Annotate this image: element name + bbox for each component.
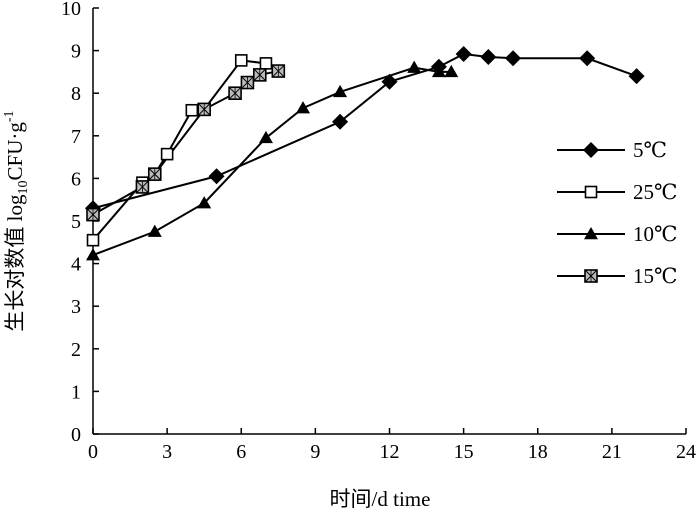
data-point [271,64,286,78]
x-tick-label: 12 [380,441,400,463]
data-point [579,50,596,67]
series-line-3 [92,70,279,216]
series-markers [85,46,645,261]
legend-label: 15℃ [633,264,678,288]
data-point [86,233,100,247]
legend-item: 25℃ [557,180,678,204]
data-point [86,248,100,261]
x-tick-label: 15 [454,441,474,463]
legend-marker [584,227,598,240]
data-point [147,167,162,181]
x-tick-label: 6 [236,441,246,463]
data-point [333,84,348,98]
data-point [197,196,212,209]
data-point [208,168,225,185]
x-tick-label: 24 [676,441,696,463]
y-tick-label: 4 [71,254,81,276]
series-line-2 [92,66,452,257]
x-tick-label: 9 [310,441,320,463]
data-point [86,207,100,222]
y-axis-title: 生长对数值 log10CFU·g-1 [2,110,31,331]
data-point [228,86,242,100]
data-point [252,68,267,82]
y-tick-label: 6 [71,168,81,190]
y-tick-label: 9 [71,41,81,63]
legend-label: 25℃ [633,180,678,204]
data-point [628,68,645,85]
y-tick-label: 5 [71,211,81,233]
x-axis-title: 时间/d time [330,487,431,511]
y-tick-label: 1 [71,381,81,403]
x-tick-label: 3 [162,441,172,463]
data-point [431,64,446,78]
series-lines [92,52,637,257]
legend-item: 5℃ [557,138,667,162]
data-point [444,64,459,78]
data-point [296,101,311,114]
x-tick-label: 0 [88,441,98,463]
legend-marker [584,185,598,199]
data-point [234,54,248,67]
data-point [185,103,199,117]
x-tick-label: 18 [528,441,548,463]
data-point [258,130,273,144]
y-axis-title-subscript: 10 [16,180,31,194]
data-point [480,48,497,65]
series-line-0 [92,52,637,210]
y-axis-title-superscript: -1 [2,110,17,122]
data-point [332,113,349,130]
legend-marker [583,142,599,158]
y-tick-label: 2 [71,339,81,361]
data-point [505,50,522,67]
legend-label: 5℃ [633,138,667,162]
x-tick-label: 21 [602,441,622,463]
y-tick-label: 7 [71,126,81,148]
y-tick-label: 10 [61,0,81,20]
y-tick-label: 0 [71,424,81,446]
data-point [240,75,255,90]
data-point [407,60,422,73]
data-point [160,147,174,161]
legend-label: 10℃ [633,222,678,246]
y-axis-title-prefix: 生长对数值 log [3,194,27,332]
y-tick-label: 8 [71,83,81,105]
data-point [197,102,211,117]
y-tick-label: 3 [71,296,81,318]
legend-marker [584,269,598,283]
data-point [135,180,150,194]
legend: 5℃ 25℃ 10℃ 15℃ [557,138,678,288]
legend-item: 10℃ [557,222,678,246]
data-point [259,57,273,70]
data-point [455,46,472,63]
data-point [381,73,398,90]
legend-item: 15℃ [557,264,678,288]
y-axis-title-unit: CFU·g [3,122,27,181]
data-point [147,224,162,237]
